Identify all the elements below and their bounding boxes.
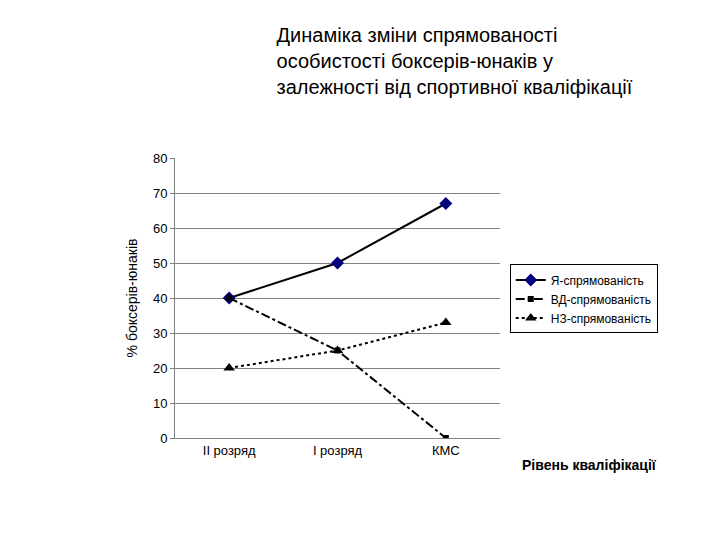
svg-text:ВД-спрямованість: ВД-спрямованість [551, 293, 651, 307]
svg-text:20: 20 [153, 361, 167, 376]
svg-text:НЗ-спрямованість: НЗ-спрямованість [551, 312, 651, 326]
svg-text:% боксерів-юнаків: % боксерів-юнаків [124, 239, 140, 358]
svg-text:10: 10 [153, 396, 167, 411]
svg-text:40: 40 [153, 291, 167, 306]
svg-text:Рівень кваліфікації: Рівень кваліфікації [522, 457, 657, 473]
svg-text:70: 70 [153, 186, 167, 201]
svg-text:50: 50 [153, 256, 167, 271]
svg-text:30: 30 [153, 326, 167, 341]
svg-text:0: 0 [160, 431, 167, 446]
svg-text:60: 60 [153, 221, 167, 236]
svg-text:І розряд: І розряд [313, 443, 363, 458]
svg-text:80: 80 [153, 151, 167, 166]
svg-text:Я-спрямованість: Я-спрямованість [551, 274, 644, 288]
svg-text:КМС: КМС [432, 443, 460, 458]
svg-text:Динаміка зміни спрямованостіос: Динаміка зміни спрямованостіособистості … [277, 24, 633, 98]
svg-text:ІІ розряд: ІІ розряд [203, 443, 256, 458]
